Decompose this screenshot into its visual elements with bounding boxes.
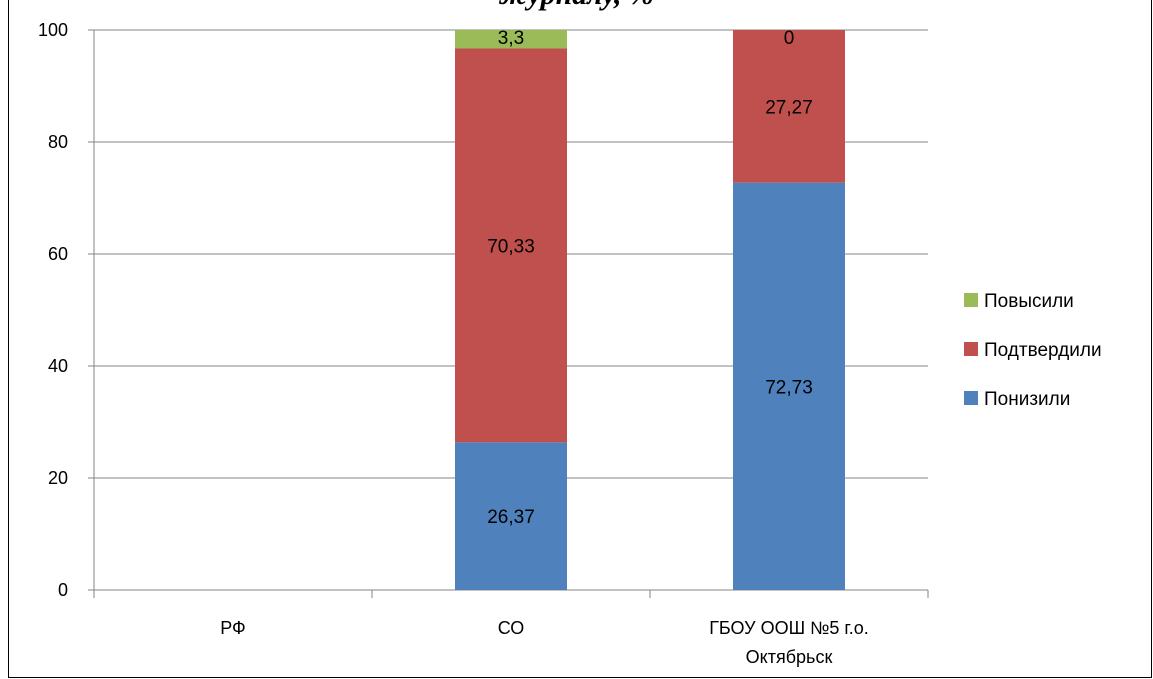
- bar-segment: [733, 30, 845, 183]
- data-label: 26,37: [487, 507, 535, 528]
- x-category-label: ГБОУ ООШ №5 г.о.: [709, 618, 869, 638]
- data-label: 27,27: [765, 97, 813, 118]
- legend-label: Повысили: [984, 291, 1074, 312]
- data-label: 3,3: [498, 28, 524, 49]
- y-tick-label: 20: [48, 468, 68, 488]
- y-tick-label: 40: [48, 356, 68, 376]
- bar-segment: [455, 442, 567, 590]
- y-tick-label: 0: [58, 580, 68, 600]
- legend-swatch: [964, 293, 978, 307]
- legend-swatch: [964, 391, 978, 405]
- x-category-label: Октябрьск: [746, 647, 833, 667]
- y-tick-label: 60: [48, 244, 68, 264]
- legend-label: Подтвердили: [984, 340, 1102, 361]
- x-category-label: СО: [498, 618, 525, 638]
- y-tick-label: 80: [48, 132, 68, 152]
- data-label: 72,73: [765, 377, 813, 398]
- data-label: 70,33: [487, 236, 535, 257]
- x-category-label: РФ: [220, 618, 246, 638]
- chart-title: журналу, %: [0, 0, 1153, 12]
- bar-segment: [733, 182, 845, 590]
- legend-label: Понизили: [984, 389, 1070, 410]
- bar-segment: [455, 30, 567, 49]
- data-label: 0: [784, 28, 795, 49]
- chart-frame: [8, 0, 1152, 678]
- legend-swatch: [964, 342, 978, 356]
- y-tick-label: 100: [38, 20, 68, 40]
- bar-segment: [455, 48, 567, 443]
